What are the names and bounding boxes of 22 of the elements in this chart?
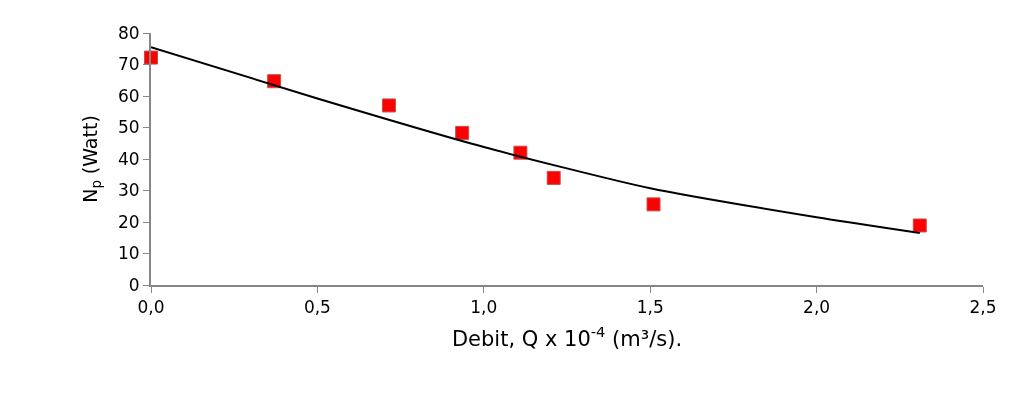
x-tick-label: 2,0 (803, 297, 831, 318)
point (912, 218, 927, 233)
point (144, 50, 158, 65)
point (381, 98, 396, 113)
y-tick-label: 40 (117, 148, 140, 169)
x-tick-label: 0,5 (303, 297, 331, 318)
x-tick-label: 0,0 (137, 297, 165, 318)
point (546, 170, 561, 185)
y-tick-label: 20 (117, 211, 140, 232)
x-axis-title: Debit, Q x 10$^{-4}$ (m³/s). (451, 323, 683, 352)
x-tick-label: 2,5 (969, 297, 997, 318)
y-tick-label: 60 (117, 85, 140, 106)
y-tick-label: 50 (117, 117, 140, 138)
point (646, 197, 661, 212)
x-tick-label: 1,0 (470, 297, 498, 318)
y-tick-label: 10 (117, 243, 140, 264)
y-tick-label: 30 (117, 180, 140, 201)
point (455, 125, 470, 140)
x-tick-label: 1,5 (636, 297, 664, 318)
y-tick-label: 80 (117, 22, 140, 43)
y-tick-label: 0 (128, 274, 140, 295)
y-tick-label: 70 (117, 54, 140, 75)
